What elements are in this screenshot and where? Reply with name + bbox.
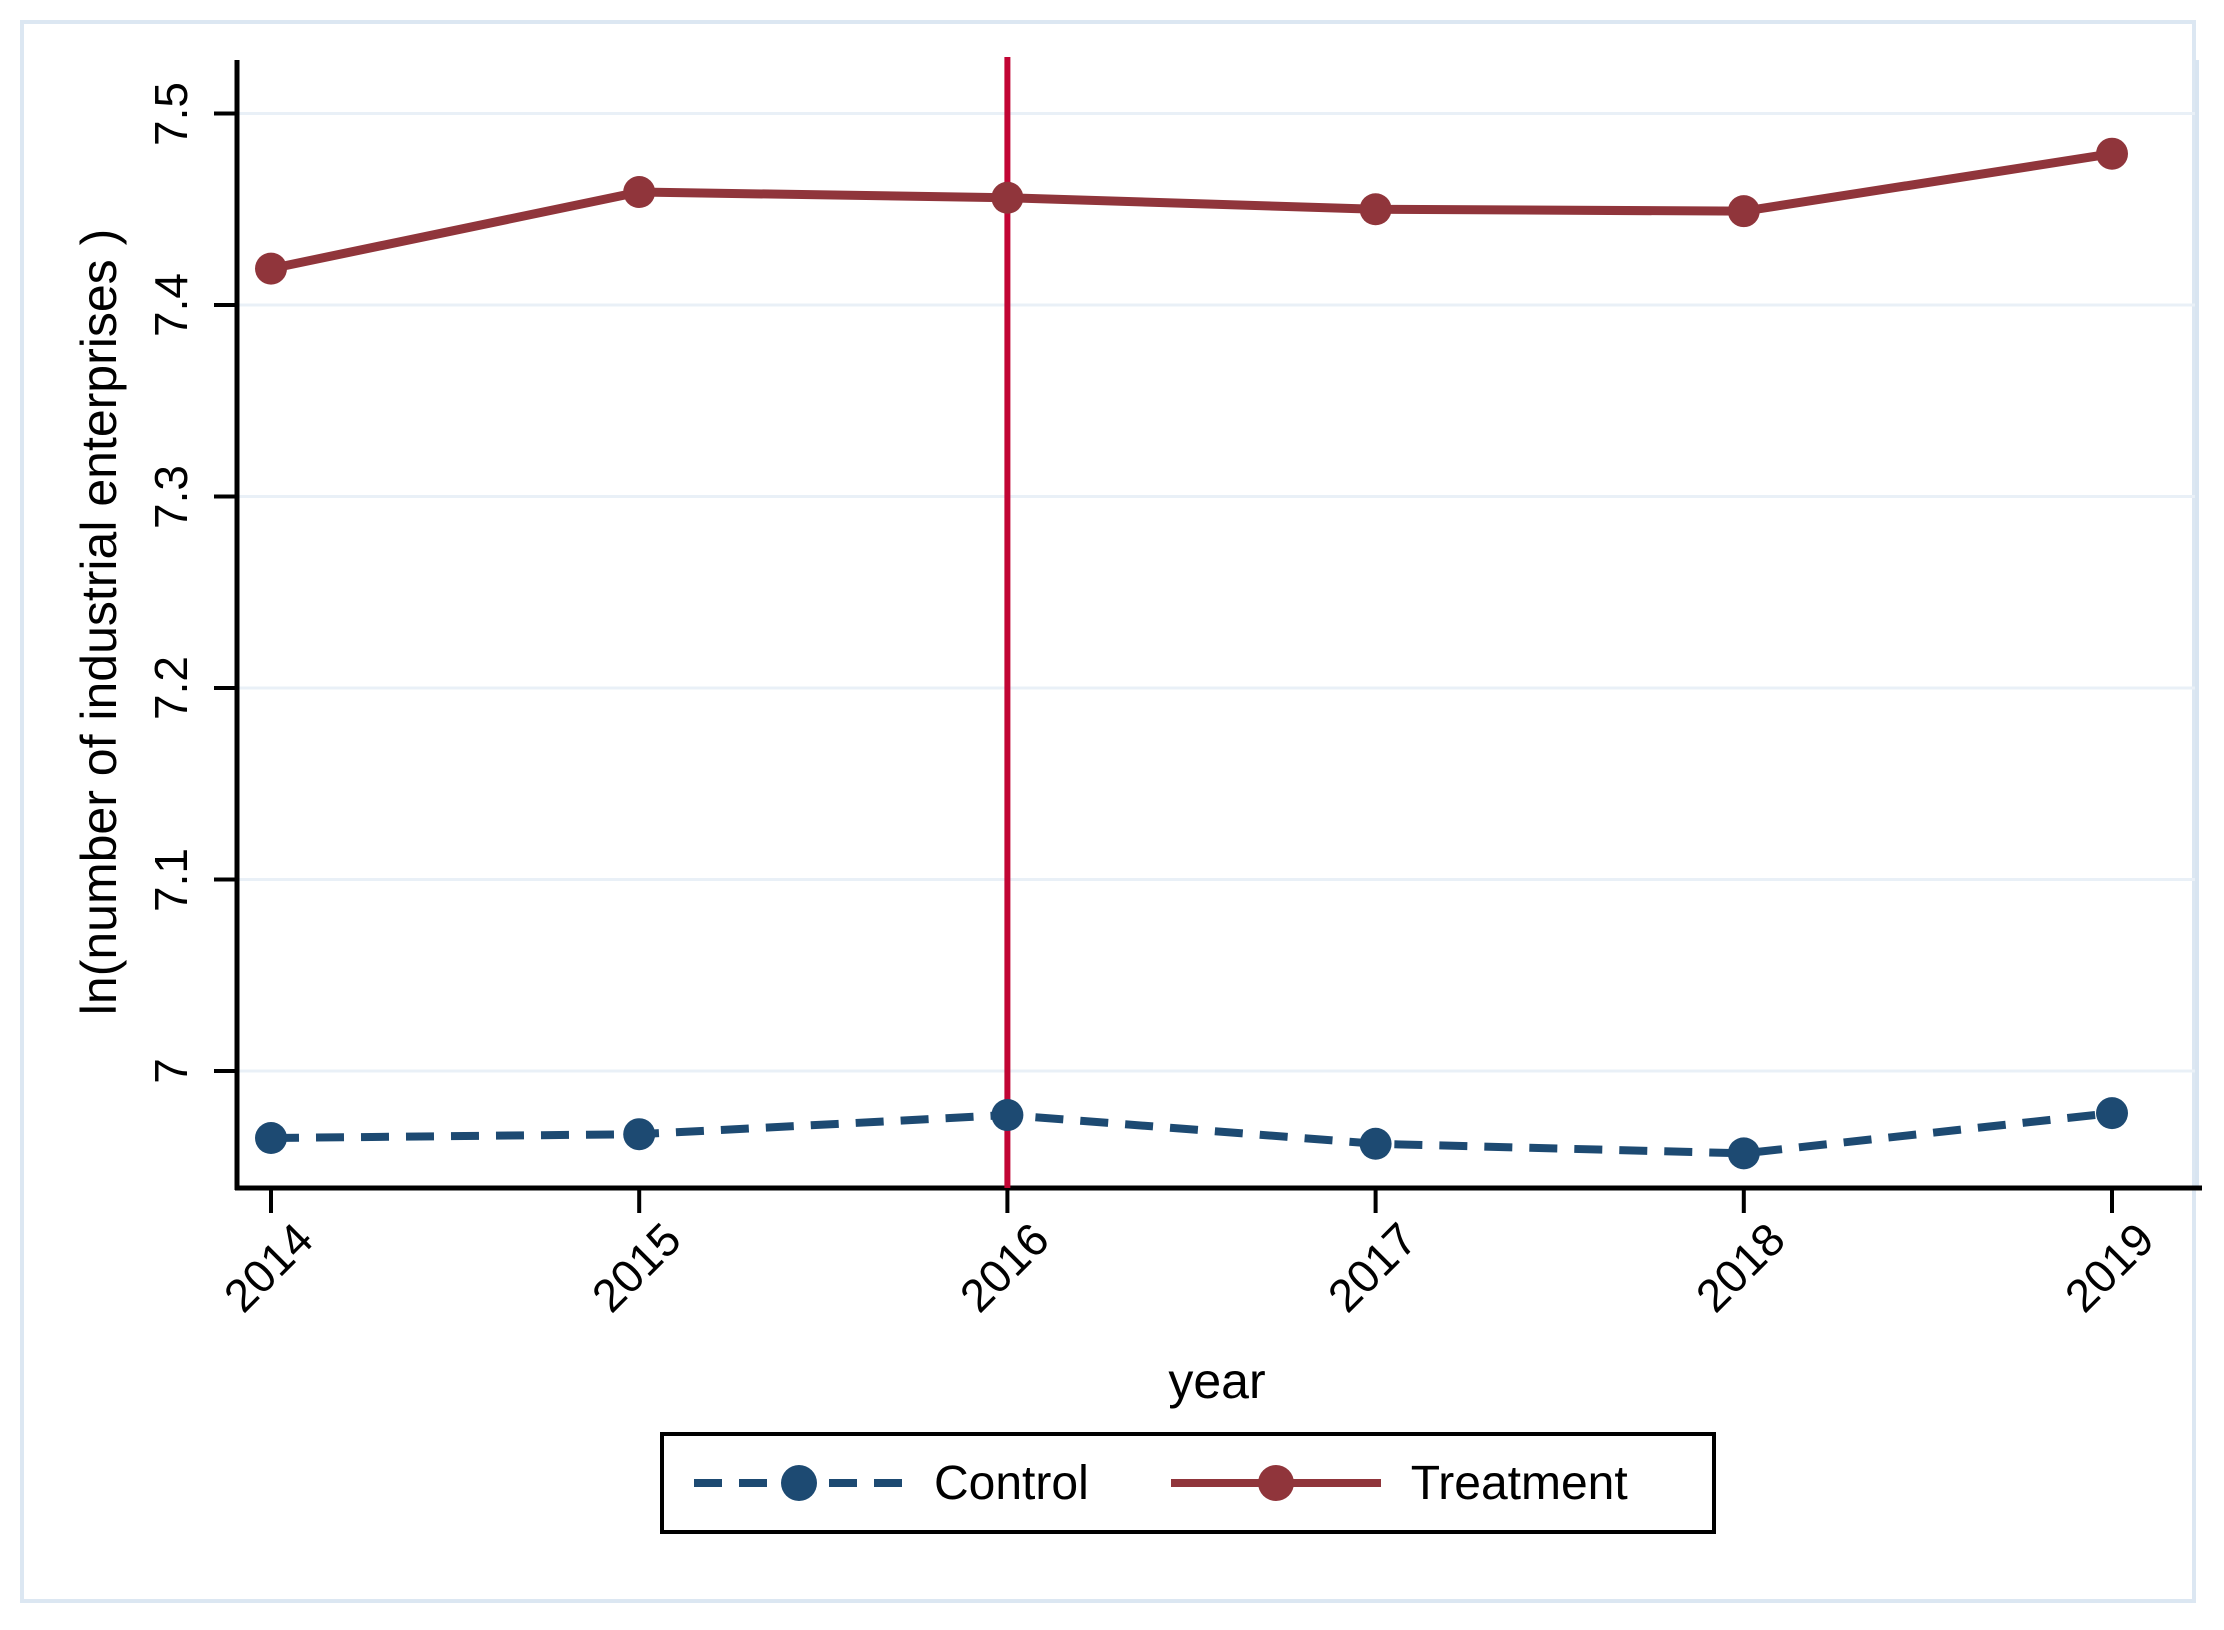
y-tick-label: 7.4: [145, 273, 197, 337]
y-tick-label: 7.2: [145, 656, 197, 720]
treatment-marker-icon: [2096, 137, 2128, 170]
control-marker-icon: [781, 1465, 817, 1501]
legend-entry-control: Control: [694, 1456, 1089, 1511]
control-line-sample: [694, 1465, 904, 1501]
control-marker-icon: [991, 1099, 1024, 1132]
treatment-line: [270, 149, 2113, 274]
y-axis-title: ln(number of industrial enterprises ): [71, 228, 127, 1016]
treatment-marker-icon: [623, 176, 656, 209]
y-tick-label: 7.1: [145, 847, 197, 912]
control-marker-icon: [255, 1122, 287, 1155]
control-marker-icon: [1727, 1137, 1760, 1170]
legend-label-treatment: Treatment: [1410, 1456, 1628, 1510]
x-axis-title: year: [1168, 1353, 1266, 1409]
legend-label-control: Control: [934, 1456, 1089, 1510]
treatment-marker-icon: [255, 252, 287, 285]
y-tick-label: 7: [145, 1058, 197, 1084]
control-marker-icon: [2096, 1097, 2128, 1130]
treatment-marker-icon: [991, 181, 1024, 214]
control-marker-icon: [623, 1118, 656, 1151]
treatment-line-sample: [1170, 1465, 1381, 1501]
y-tick-label: 7.3: [145, 464, 197, 529]
legend-entry-treatment: Treatment: [1170, 1456, 1628, 1511]
legend-box: Control Treatment: [660, 1432, 1716, 1534]
control-marker-icon: [1359, 1127, 1392, 1160]
treatment-marker-icon: [1359, 193, 1392, 226]
treatment-marker-icon: [1727, 195, 1760, 228]
control-line: [270, 1109, 2113, 1158]
treatment-marker-icon: [1257, 1465, 1294, 1501]
y-tick-label: 7.5: [145, 81, 197, 146]
